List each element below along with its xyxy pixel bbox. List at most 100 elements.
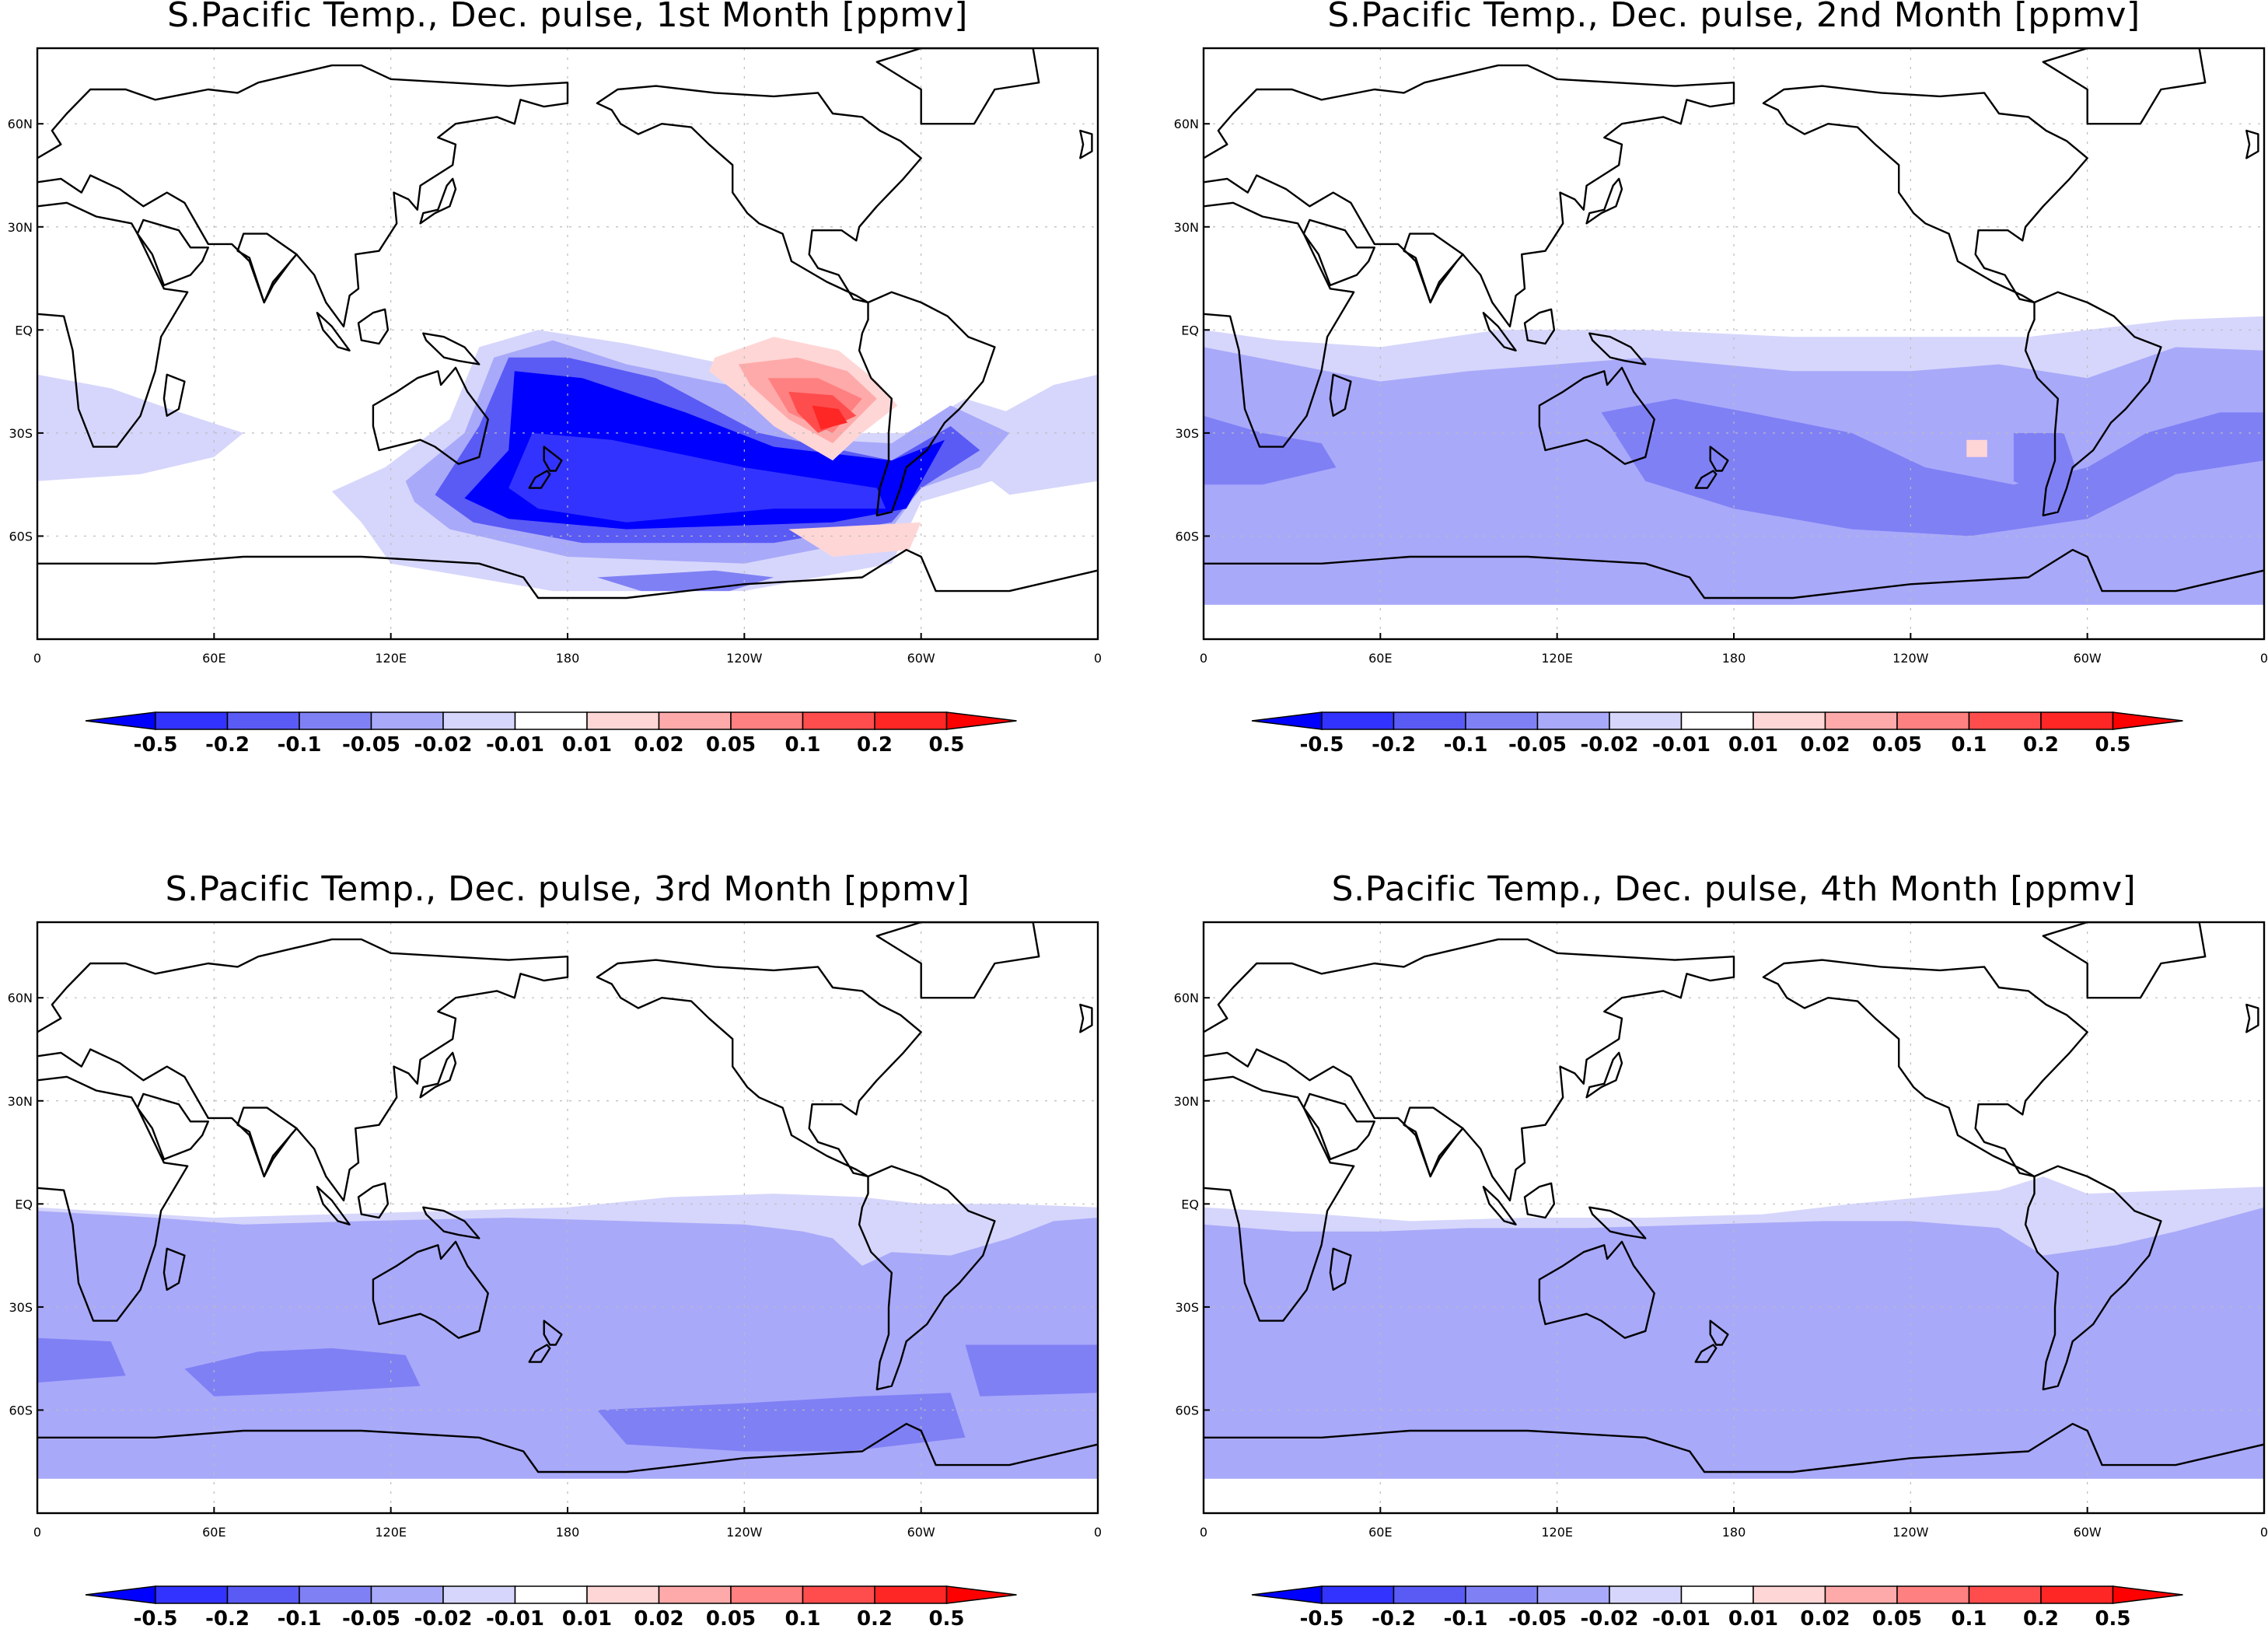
coastline (162, 1247, 186, 1291)
colorbar-label: 0.1 (785, 1607, 820, 1631)
map-panel-4: 60N 30N EQ 30S 60S 0 60E 120E 180 120W 60W 0 (1174, 921, 2268, 1540)
colorbar-box (1896, 711, 1970, 730)
coastline (236, 1106, 298, 1178)
colorbar-label: -0.02 (1581, 733, 1639, 757)
colorbar-triangle-right (945, 1585, 1017, 1604)
colorbar-label: 0.02 (1800, 733, 1850, 757)
coastline (1204, 548, 2264, 600)
colorbar-label: 0.2 (2023, 1607, 2059, 1631)
coastline (419, 1051, 457, 1099)
longitude-label: 120W (1892, 1525, 1929, 1540)
colorbar-box (1609, 711, 1683, 730)
latitude-label: 60N (8, 117, 33, 131)
colorbar-label: -0.01 (486, 733, 544, 757)
colorbar-box (442, 1585, 516, 1604)
coastline (1204, 1422, 2264, 1473)
colorbar-label: 0.5 (928, 1607, 964, 1631)
colorbar-label: 0.01 (1728, 1607, 1778, 1631)
latitude-label: 60S (1175, 1403, 1199, 1418)
colorbar-triangle-left (1251, 711, 1323, 730)
colorbar-box (1824, 1585, 1898, 1604)
colorbar-label: 0.5 (2095, 733, 2130, 757)
colorbar-label: -0.01 (1652, 733, 1711, 757)
latitude-label: 30N (8, 220, 33, 235)
coastline (543, 1320, 563, 1346)
colorbar-label: -0.2 (205, 1607, 250, 1631)
colorbar-box (514, 711, 588, 730)
coastline (1538, 366, 1655, 465)
colorbar-box (370, 711, 444, 730)
colorbar-label: -0.05 (342, 1607, 400, 1631)
panel-title-3: S.Pacific Temp., Dec. pulse, 3rd Month [… (165, 869, 970, 909)
colorbar-box (658, 1585, 732, 1604)
latitude-label: 30S (9, 1300, 33, 1315)
colorbar-label: 0.05 (1872, 1607, 1922, 1631)
longitude-label: 180 (556, 651, 580, 666)
colorbar-box (1393, 1585, 1466, 1604)
colorbar-label: -0.05 (342, 733, 400, 757)
latitude-label: 60S (1175, 529, 1199, 544)
coastline (357, 308, 390, 345)
colorbar-label: 0.1 (785, 733, 820, 757)
latitude-label: 30N (8, 1094, 33, 1109)
colorbar-triangle-right (2112, 711, 2183, 730)
colorbar-label: -0.05 (1508, 1607, 1567, 1631)
contour-region-b2 (596, 1393, 966, 1452)
coastline (1762, 959, 2088, 1178)
colorbar-label: -0.02 (1581, 1607, 1639, 1631)
colorbar-triangle-left (85, 711, 156, 730)
colorbar-label: 0.2 (857, 1607, 893, 1631)
coastline-group (1204, 48, 2264, 600)
colorbar-box (730, 711, 804, 730)
colorbar-box (155, 711, 229, 730)
coastline (422, 1206, 481, 1239)
coastline (1762, 85, 2088, 304)
contour-region-r4 (812, 405, 847, 430)
contour-region-b2 (37, 1337, 126, 1383)
colorbar-box (730, 1585, 804, 1604)
coastline (1302, 218, 1375, 287)
coastline (1523, 308, 1556, 345)
colorbar-box (802, 1585, 875, 1604)
coastline (316, 312, 351, 351)
colorbar-label: -0.1 (278, 1607, 322, 1631)
colorbar-label: 0.1 (1951, 733, 1987, 757)
colorbar-label: 0.1 (1951, 1607, 1987, 1631)
colorbar-label: 0.02 (1800, 1607, 1850, 1631)
coastline (1079, 1003, 1093, 1033)
colorbar-box (1536, 1585, 1610, 1604)
coastline (422, 332, 481, 365)
longitude-label: 60W (907, 651, 935, 666)
coastline (1302, 1092, 1375, 1161)
longitude-label: 180 (1722, 1525, 1746, 1540)
colorbar-box (1465, 1585, 1539, 1604)
colorbar-label: 0.5 (928, 733, 964, 757)
colorbar-box (370, 1585, 444, 1604)
contour-region-b2 (965, 1344, 1098, 1397)
coastline (1538, 1240, 1655, 1339)
colorbar-label: -0.1 (278, 733, 322, 757)
longitude-label: 0 (33, 651, 41, 666)
longitude-label: 0 (1200, 1525, 1207, 1540)
coastline (1585, 177, 1623, 225)
longitude-label: 120W (726, 651, 763, 666)
latitude-label: 30S (9, 426, 33, 441)
colorbar-label: 0.01 (562, 1607, 612, 1631)
coastline (1709, 1320, 1729, 1346)
colorbar-label: -0.2 (1372, 733, 1416, 757)
map-panel-3: 60N 30N EQ 30S 60S 0 60E 120E 180 120W 60W 0 (8, 921, 1102, 1540)
colorbar-box (514, 1585, 588, 1604)
colorbar-label: -0.2 (205, 733, 250, 757)
colorbar-label: -0.5 (134, 1607, 178, 1631)
coastline (1523, 1182, 1556, 1219)
colorbar-box (2040, 711, 2114, 730)
longitude-label: 0 (1094, 1525, 1102, 1540)
colorbar-label: -0.5 (1300, 733, 1344, 757)
coastline (2024, 1165, 2162, 1391)
longitude-label: 60W (907, 1525, 935, 1540)
coastline (37, 1422, 1098, 1473)
colorbar-box (802, 711, 875, 730)
coastline (2245, 1003, 2259, 1033)
colorbar-box (1393, 711, 1466, 730)
longitude-label: 60E (202, 651, 225, 666)
